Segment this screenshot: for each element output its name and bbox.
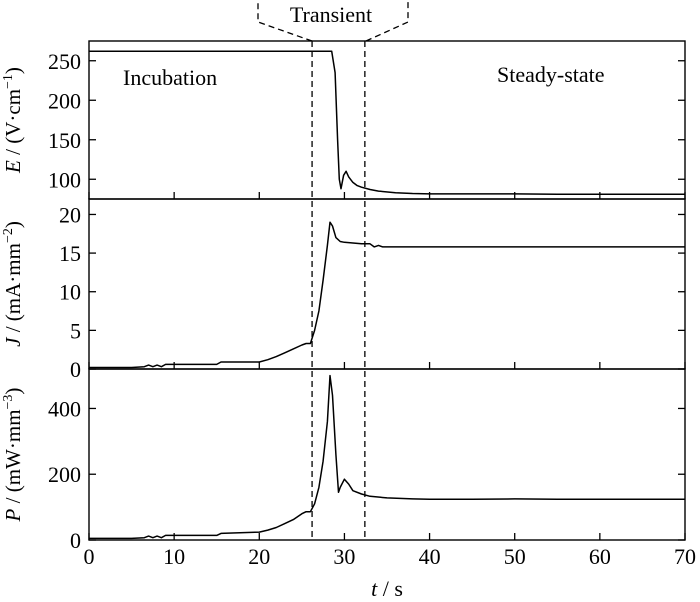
y-axis-label: J / (mA·mm−2) xyxy=(1,221,25,347)
y-tick-label: 0 xyxy=(70,528,81,553)
y-axis-label: E / (V·cm−1) xyxy=(1,67,25,174)
y-tick-label: 5 xyxy=(70,318,81,343)
x-tick-label: 60 xyxy=(589,544,611,569)
x-tick-label: 0 xyxy=(84,544,95,569)
y-tick-label: 200 xyxy=(48,462,81,487)
y-tick-label: 10 xyxy=(59,280,81,305)
y-tick-label: 150 xyxy=(48,128,81,153)
y-tick-label: 400 xyxy=(48,396,81,421)
transient-callout-bracket xyxy=(257,0,409,42)
x-tick-label: 30 xyxy=(333,544,355,569)
x-tick-label: 40 xyxy=(419,544,441,569)
y-tick-label: 15 xyxy=(59,241,81,266)
panel-frame xyxy=(88,368,686,541)
x-axis: 0 10 20 30 40 50 60 70 t / s xyxy=(84,544,697,601)
annotation-incubation: Incubation xyxy=(123,65,217,90)
x-tick-label: 20 xyxy=(248,544,270,569)
annotation-steady-state: Steady-state xyxy=(497,62,605,87)
phase-boundaries xyxy=(311,41,366,540)
y-tick-label: 250 xyxy=(48,49,81,74)
panels: 100 150 200 250 E / (V·cm−1) 0 5 10 15 20 J / (mA·… xyxy=(1,40,686,553)
panel-current-density: 0 5 10 15 20 J / (mA·mm−2) xyxy=(1,198,686,382)
series-line-power-density xyxy=(89,374,685,540)
x-axis-label: t / s xyxy=(371,576,403,601)
x-tick-label: 50 xyxy=(504,544,526,569)
annotations: Transient Incubation Steady-state xyxy=(123,0,605,90)
annotation-transient: Transient xyxy=(290,2,372,27)
x-tick-label: 70 xyxy=(674,544,696,569)
x-tick-label: 10 xyxy=(163,544,185,569)
panel-e-field: 100 150 200 250 E / (V·cm−1) xyxy=(1,40,686,200)
y-tick-label: 0 xyxy=(70,357,81,382)
panel-power-density: 0 200 400 P / (mW·mm−3) xyxy=(1,368,686,553)
panel-frame xyxy=(88,198,686,370)
y-axis-label: P / (mW·mm−3) xyxy=(1,388,25,523)
y-tick-label: 20 xyxy=(59,202,81,227)
series-line-e-field xyxy=(89,50,685,196)
y-tick-label: 100 xyxy=(48,167,81,192)
series-line-current-density xyxy=(89,221,685,369)
y-tick-label: 200 xyxy=(48,88,81,113)
